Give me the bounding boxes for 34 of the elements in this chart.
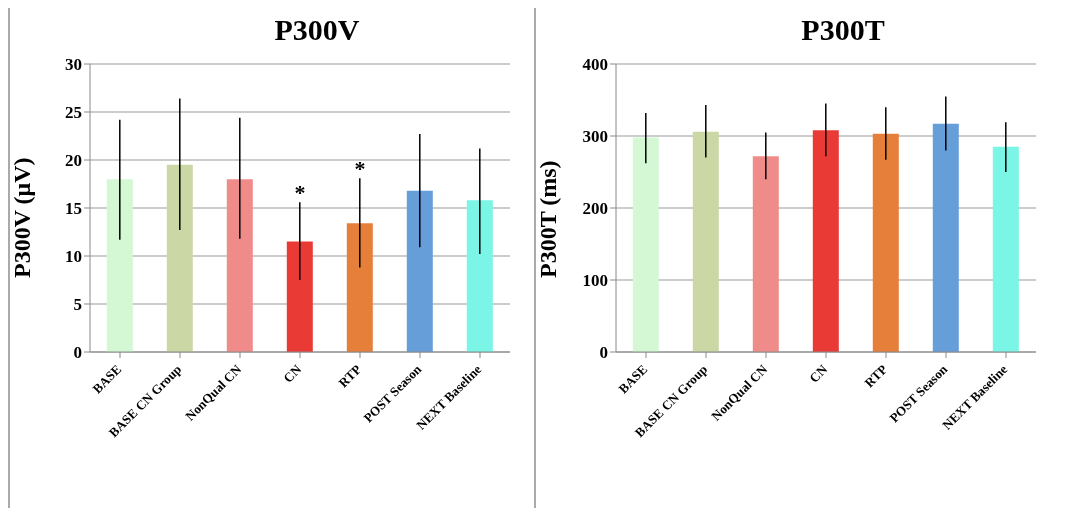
bar [466, 200, 493, 352]
bar [992, 146, 1019, 352]
y-tick-label: 10 [65, 247, 82, 267]
chart-title: P300T [800, 12, 886, 48]
bar [406, 190, 433, 352]
y-tick-label: 200 [582, 199, 608, 219]
bar [346, 223, 373, 352]
bar [932, 123, 959, 352]
bar [106, 179, 133, 352]
y-tick-label: 100 [582, 271, 608, 291]
bar [226, 179, 253, 352]
y-tick-label: 5 [73, 295, 82, 315]
x-tick-label: CN [806, 361, 831, 386]
y-tick-label: 0 [73, 343, 82, 363]
bar [752, 156, 779, 352]
annotation: * [354, 156, 366, 182]
y-tick-label: 300 [582, 127, 608, 147]
y-tick-label: 20 [65, 151, 82, 171]
bar [812, 130, 839, 352]
y-axis-title: P300T (ms) [534, 160, 561, 278]
bar [692, 131, 719, 352]
y-tick-label: 400 [582, 55, 608, 75]
y-tick-label: 30 [65, 55, 82, 75]
bar [872, 133, 899, 352]
y-tick-label: 25 [65, 103, 82, 123]
annotation: * [294, 180, 306, 206]
bar [632, 137, 659, 352]
y-tick-label: 15 [65, 199, 82, 219]
chart-title: P300V [273, 12, 361, 48]
y-axis-title: P300V (μV) [8, 157, 35, 278]
bar [286, 241, 313, 352]
x-tick-label: CN [280, 361, 305, 386]
bar [166, 164, 193, 352]
y-tick-label: 0 [599, 343, 608, 363]
